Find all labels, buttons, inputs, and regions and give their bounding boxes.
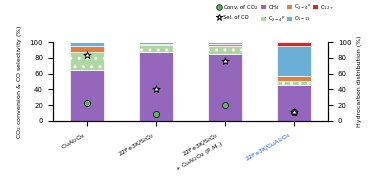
Bar bbox=[208, 44, 242, 46]
Bar bbox=[208, 54, 242, 121]
Bar bbox=[139, 42, 173, 44]
Bar bbox=[139, 45, 173, 52]
Bar bbox=[277, 81, 311, 85]
Point bbox=[153, 87, 159, 90]
Y-axis label: CO$_2$ conversion & CO selectivity (%): CO$_2$ conversion & CO selectivity (%) bbox=[15, 24, 24, 139]
Point bbox=[84, 54, 90, 57]
Point bbox=[222, 60, 228, 63]
Bar bbox=[70, 52, 104, 70]
Point bbox=[291, 111, 297, 114]
Point bbox=[222, 104, 228, 107]
Y-axis label: Hydrocarbon distribution (%): Hydrocarbon distribution (%) bbox=[357, 36, 362, 127]
Point bbox=[153, 112, 159, 115]
Bar bbox=[70, 42, 104, 46]
Bar bbox=[208, 42, 242, 44]
Bar bbox=[277, 85, 311, 121]
Bar bbox=[277, 76, 311, 81]
Bar bbox=[70, 70, 104, 121]
Point bbox=[291, 111, 297, 114]
Legend: Conv. of CO$_2$, Sel. of CO, CH$_4$, C$_{2-4}$$^{p}$, C$_{2-4}$$^{o}$, C$_{5-11}: Conv. of CO$_2$, Sel. of CO, CH$_4$, C$_… bbox=[215, 1, 336, 26]
Bar bbox=[277, 46, 311, 76]
Bar bbox=[70, 46, 104, 52]
Point bbox=[84, 101, 90, 104]
Bar bbox=[208, 46, 242, 54]
Bar bbox=[139, 44, 173, 45]
Bar bbox=[277, 42, 311, 46]
Bar bbox=[139, 52, 173, 121]
